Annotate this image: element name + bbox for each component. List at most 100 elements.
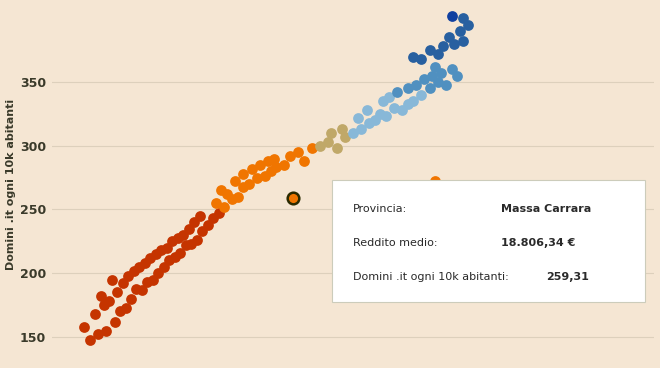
Point [337, 126, 347, 132]
Point [284, 153, 295, 159]
Point [101, 328, 112, 333]
Point [137, 287, 147, 293]
Point [353, 115, 364, 121]
Point [186, 241, 197, 247]
Point [446, 66, 457, 72]
Point [230, 178, 240, 184]
Point [125, 296, 136, 302]
Point [213, 210, 224, 216]
Point [348, 130, 358, 136]
Point [408, 98, 418, 104]
Point [134, 264, 145, 270]
Point [194, 213, 205, 219]
Text: 259,31: 259,31 [546, 272, 589, 282]
Point [323, 139, 333, 145]
Point [175, 250, 185, 256]
Point [378, 98, 389, 104]
Y-axis label: Domini .it ogni 10k abitanti: Domini .it ogni 10k abitanti [5, 98, 16, 270]
Point [150, 251, 161, 257]
Point [362, 107, 372, 113]
Point [170, 254, 180, 259]
Point [298, 158, 309, 164]
Point [463, 22, 473, 28]
Point [189, 219, 199, 225]
Point [430, 64, 440, 70]
Point [110, 319, 120, 325]
Point [181, 242, 191, 248]
Point [403, 85, 413, 91]
Point [172, 234, 183, 240]
Point [375, 111, 385, 117]
Point [263, 158, 273, 164]
Point [416, 56, 427, 62]
Point [197, 228, 207, 234]
Point [446, 13, 457, 19]
Text: Provincia:: Provincia: [353, 204, 407, 214]
Point [383, 94, 394, 100]
Point [356, 126, 366, 132]
Point [416, 92, 427, 98]
Point [216, 187, 227, 193]
Point [419, 77, 430, 82]
Point [178, 232, 188, 238]
Point [438, 43, 449, 49]
Point [148, 277, 158, 283]
Point [433, 51, 444, 57]
FancyBboxPatch shape [332, 180, 645, 302]
Point [98, 302, 109, 308]
Point [129, 268, 139, 274]
Point [117, 280, 128, 286]
Point [161, 245, 172, 251]
Point [424, 47, 435, 53]
Point [411, 82, 421, 88]
Point [389, 105, 399, 110]
Point [183, 226, 194, 231]
Point [255, 162, 265, 168]
Point [449, 41, 459, 47]
Point [191, 237, 202, 243]
Point [427, 73, 438, 79]
Point [279, 162, 290, 168]
Point [167, 238, 178, 244]
Point [120, 305, 131, 311]
Point [104, 298, 114, 304]
Point [364, 120, 375, 126]
Point [203, 222, 213, 228]
Point [397, 107, 408, 113]
Point [106, 277, 117, 283]
Point [381, 113, 391, 119]
Point [156, 247, 166, 253]
Point [293, 149, 304, 155]
Point [123, 273, 133, 279]
Point [222, 191, 232, 197]
Point [115, 308, 125, 314]
Point [238, 171, 249, 177]
Point [268, 156, 279, 162]
Point [131, 286, 142, 291]
Point [112, 289, 123, 295]
Point [452, 73, 463, 79]
Point [208, 216, 218, 222]
Point [457, 15, 468, 21]
Point [79, 324, 90, 330]
Point [96, 293, 106, 299]
Point [93, 332, 104, 337]
Point [153, 270, 164, 276]
Point [288, 195, 298, 201]
Point [436, 70, 446, 76]
Point [403, 101, 413, 107]
Point [455, 28, 465, 34]
Point [430, 178, 440, 184]
Point [246, 166, 257, 171]
Text: 18.806,34 €: 18.806,34 € [501, 238, 575, 248]
Point [260, 173, 271, 179]
Point [232, 194, 243, 200]
Point [433, 79, 444, 85]
Point [457, 38, 468, 44]
Point [158, 264, 169, 270]
Point [211, 200, 221, 206]
Point [315, 143, 325, 149]
Point [84, 337, 95, 343]
Point [219, 204, 230, 210]
Point [139, 260, 150, 266]
